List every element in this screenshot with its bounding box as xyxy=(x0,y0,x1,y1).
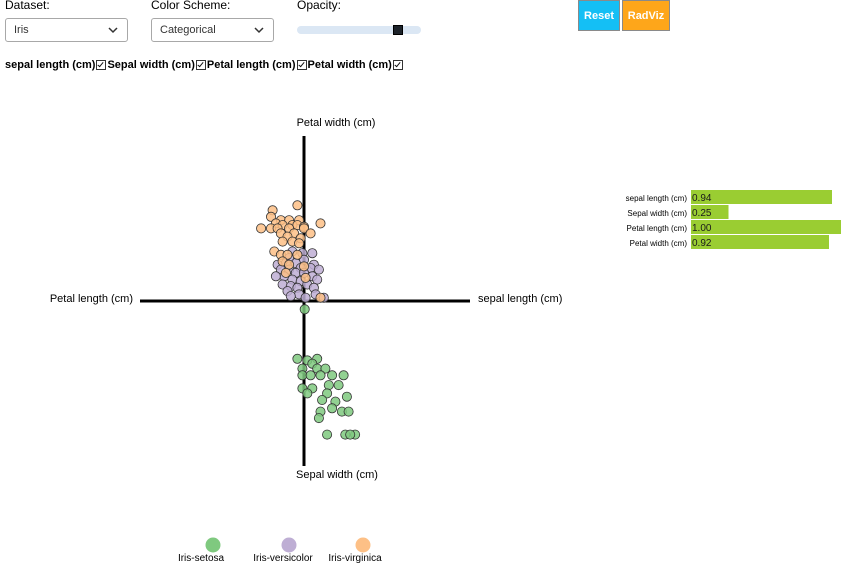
axis-label-left[interactable]: Petal length (cm) xyxy=(50,293,133,305)
data-point-iris-versicolor[interactable] xyxy=(313,264,324,275)
legend xyxy=(205,537,371,553)
weight-value: 0.92 xyxy=(692,238,712,249)
weight-bars xyxy=(691,190,841,249)
axis-label-bottom[interactable]: Sepal width (cm) xyxy=(296,469,378,481)
data-point-iris-versicolor[interactable] xyxy=(307,248,318,259)
legend-label: Iris-setosa xyxy=(178,553,225,564)
data-point-iris-setosa[interactable] xyxy=(292,353,303,364)
data-point-iris-setosa[interactable] xyxy=(313,413,324,424)
data-point-iris-setosa[interactable] xyxy=(302,388,313,399)
weight-bar xyxy=(691,205,729,219)
data-point-iris-setosa[interactable] xyxy=(299,304,310,315)
attribute-label: Petal width (cm) xyxy=(307,59,392,71)
legend-swatch[interactable] xyxy=(355,537,371,553)
checkbox-checked-icon[interactable] xyxy=(392,60,403,70)
data-point-iris-setosa[interactable] xyxy=(345,429,356,440)
dataset-select-value: Iris xyxy=(14,24,29,36)
weight-value: 1.00 xyxy=(692,223,712,234)
data-point-iris-virginica[interactable] xyxy=(277,236,288,247)
data-point-iris-virginica[interactable] xyxy=(282,249,293,260)
data-point-iris-versicolor[interactable] xyxy=(285,291,296,302)
data-point-iris-setosa[interactable] xyxy=(315,370,326,381)
legend-label: Iris-versicolor xyxy=(253,553,313,564)
data-point-iris-setosa[interactable] xyxy=(323,380,334,391)
data-point-iris-virginica[interactable] xyxy=(256,223,267,234)
chevron-down-icon xyxy=(254,27,264,34)
weight-bar xyxy=(691,220,841,234)
legend-swatch[interactable] xyxy=(281,537,297,553)
color-scheme-select[interactable]: Categorical xyxy=(151,18,274,42)
attribute-selector: sepal length (cm) Sepal width (cm) Petal… xyxy=(5,59,404,71)
data-point-iris-virginica[interactable] xyxy=(298,261,309,272)
attribute-label: Sepal width (cm) xyxy=(107,59,195,71)
dataset-select[interactable]: Iris xyxy=(5,18,128,42)
weight-value: 0.25 xyxy=(692,208,712,219)
color-scheme-label: Color Scheme: xyxy=(151,0,231,12)
data-point-iris-virginica[interactable] xyxy=(294,238,305,249)
weight-value: 0.94 xyxy=(692,193,712,204)
data-points xyxy=(256,200,361,440)
opacity-slider-track[interactable] xyxy=(297,26,421,34)
weight-bar xyxy=(691,235,829,249)
data-point-iris-setosa[interactable] xyxy=(322,388,333,399)
dataset-label: Dataset: xyxy=(5,0,50,12)
data-point-iris-setosa[interactable] xyxy=(305,370,316,381)
legend-label: Iris-virginica xyxy=(328,553,382,564)
data-point-iris-virginica[interactable] xyxy=(280,267,291,278)
data-point-iris-virginica[interactable] xyxy=(300,272,311,283)
attribute-sepal-width[interactable]: Sepal width (cm) xyxy=(107,59,206,71)
radviz-button[interactable]: RadViz xyxy=(622,0,670,31)
data-point-iris-virginica[interactable] xyxy=(305,228,316,239)
data-point-iris-setosa[interactable] xyxy=(317,394,328,405)
data-point-iris-setosa[interactable] xyxy=(343,406,354,417)
weight-label: Petal width (cm) xyxy=(630,239,688,248)
attribute-sepal-length[interactable]: sepal length (cm) xyxy=(5,59,107,71)
opacity-slider-thumb[interactable] xyxy=(393,25,404,35)
reset-button[interactable]: Reset xyxy=(578,0,620,31)
weight-label: Sepal width (cm) xyxy=(627,209,687,218)
legend-swatch[interactable] xyxy=(205,537,221,553)
data-point-iris-versicolor[interactable] xyxy=(300,292,311,303)
data-point-iris-setosa[interactable] xyxy=(341,391,352,402)
data-point-iris-versicolor[interactable] xyxy=(270,271,281,282)
data-point-iris-virginica[interactable] xyxy=(292,249,303,260)
attribute-label: Petal length (cm) xyxy=(206,59,296,71)
weight-label: sepal length (cm) xyxy=(626,194,688,203)
axis-label-right[interactable]: sepal length (cm) xyxy=(478,293,562,305)
weight-label: Petal length (cm) xyxy=(627,224,688,233)
checkbox-checked-icon[interactable] xyxy=(96,60,107,70)
attribute-petal-width[interactable]: Petal width (cm) xyxy=(308,59,404,71)
checkbox-checked-icon[interactable] xyxy=(296,60,307,70)
data-point-iris-setosa[interactable] xyxy=(327,370,338,381)
opacity-label: Opacity: xyxy=(297,0,342,12)
data-point-iris-virginica[interactable] xyxy=(265,211,276,222)
data-point-iris-virginica[interactable] xyxy=(315,218,326,229)
data-point-iris-virginica[interactable] xyxy=(292,200,303,211)
attribute-label: sepal length (cm) xyxy=(5,59,96,71)
data-point-iris-setosa[interactable] xyxy=(327,403,338,414)
axis-label-top[interactable]: Petal width (cm) xyxy=(297,117,376,129)
attribute-petal-length[interactable]: Petal length (cm) xyxy=(207,59,308,71)
data-point-iris-virginica[interactable] xyxy=(315,292,326,303)
data-point-iris-setosa[interactable] xyxy=(333,380,344,391)
chevron-down-icon xyxy=(108,27,118,34)
color-scheme-select-value: Categorical xyxy=(160,24,216,36)
data-point-iris-setosa[interactable] xyxy=(338,370,349,381)
data-point-iris-setosa[interactable] xyxy=(320,363,331,374)
data-point-iris-setosa[interactable] xyxy=(322,429,333,440)
weight-bar xyxy=(691,190,832,204)
checkbox-checked-icon[interactable] xyxy=(195,60,206,70)
data-point-iris-virginica[interactable] xyxy=(298,223,309,234)
